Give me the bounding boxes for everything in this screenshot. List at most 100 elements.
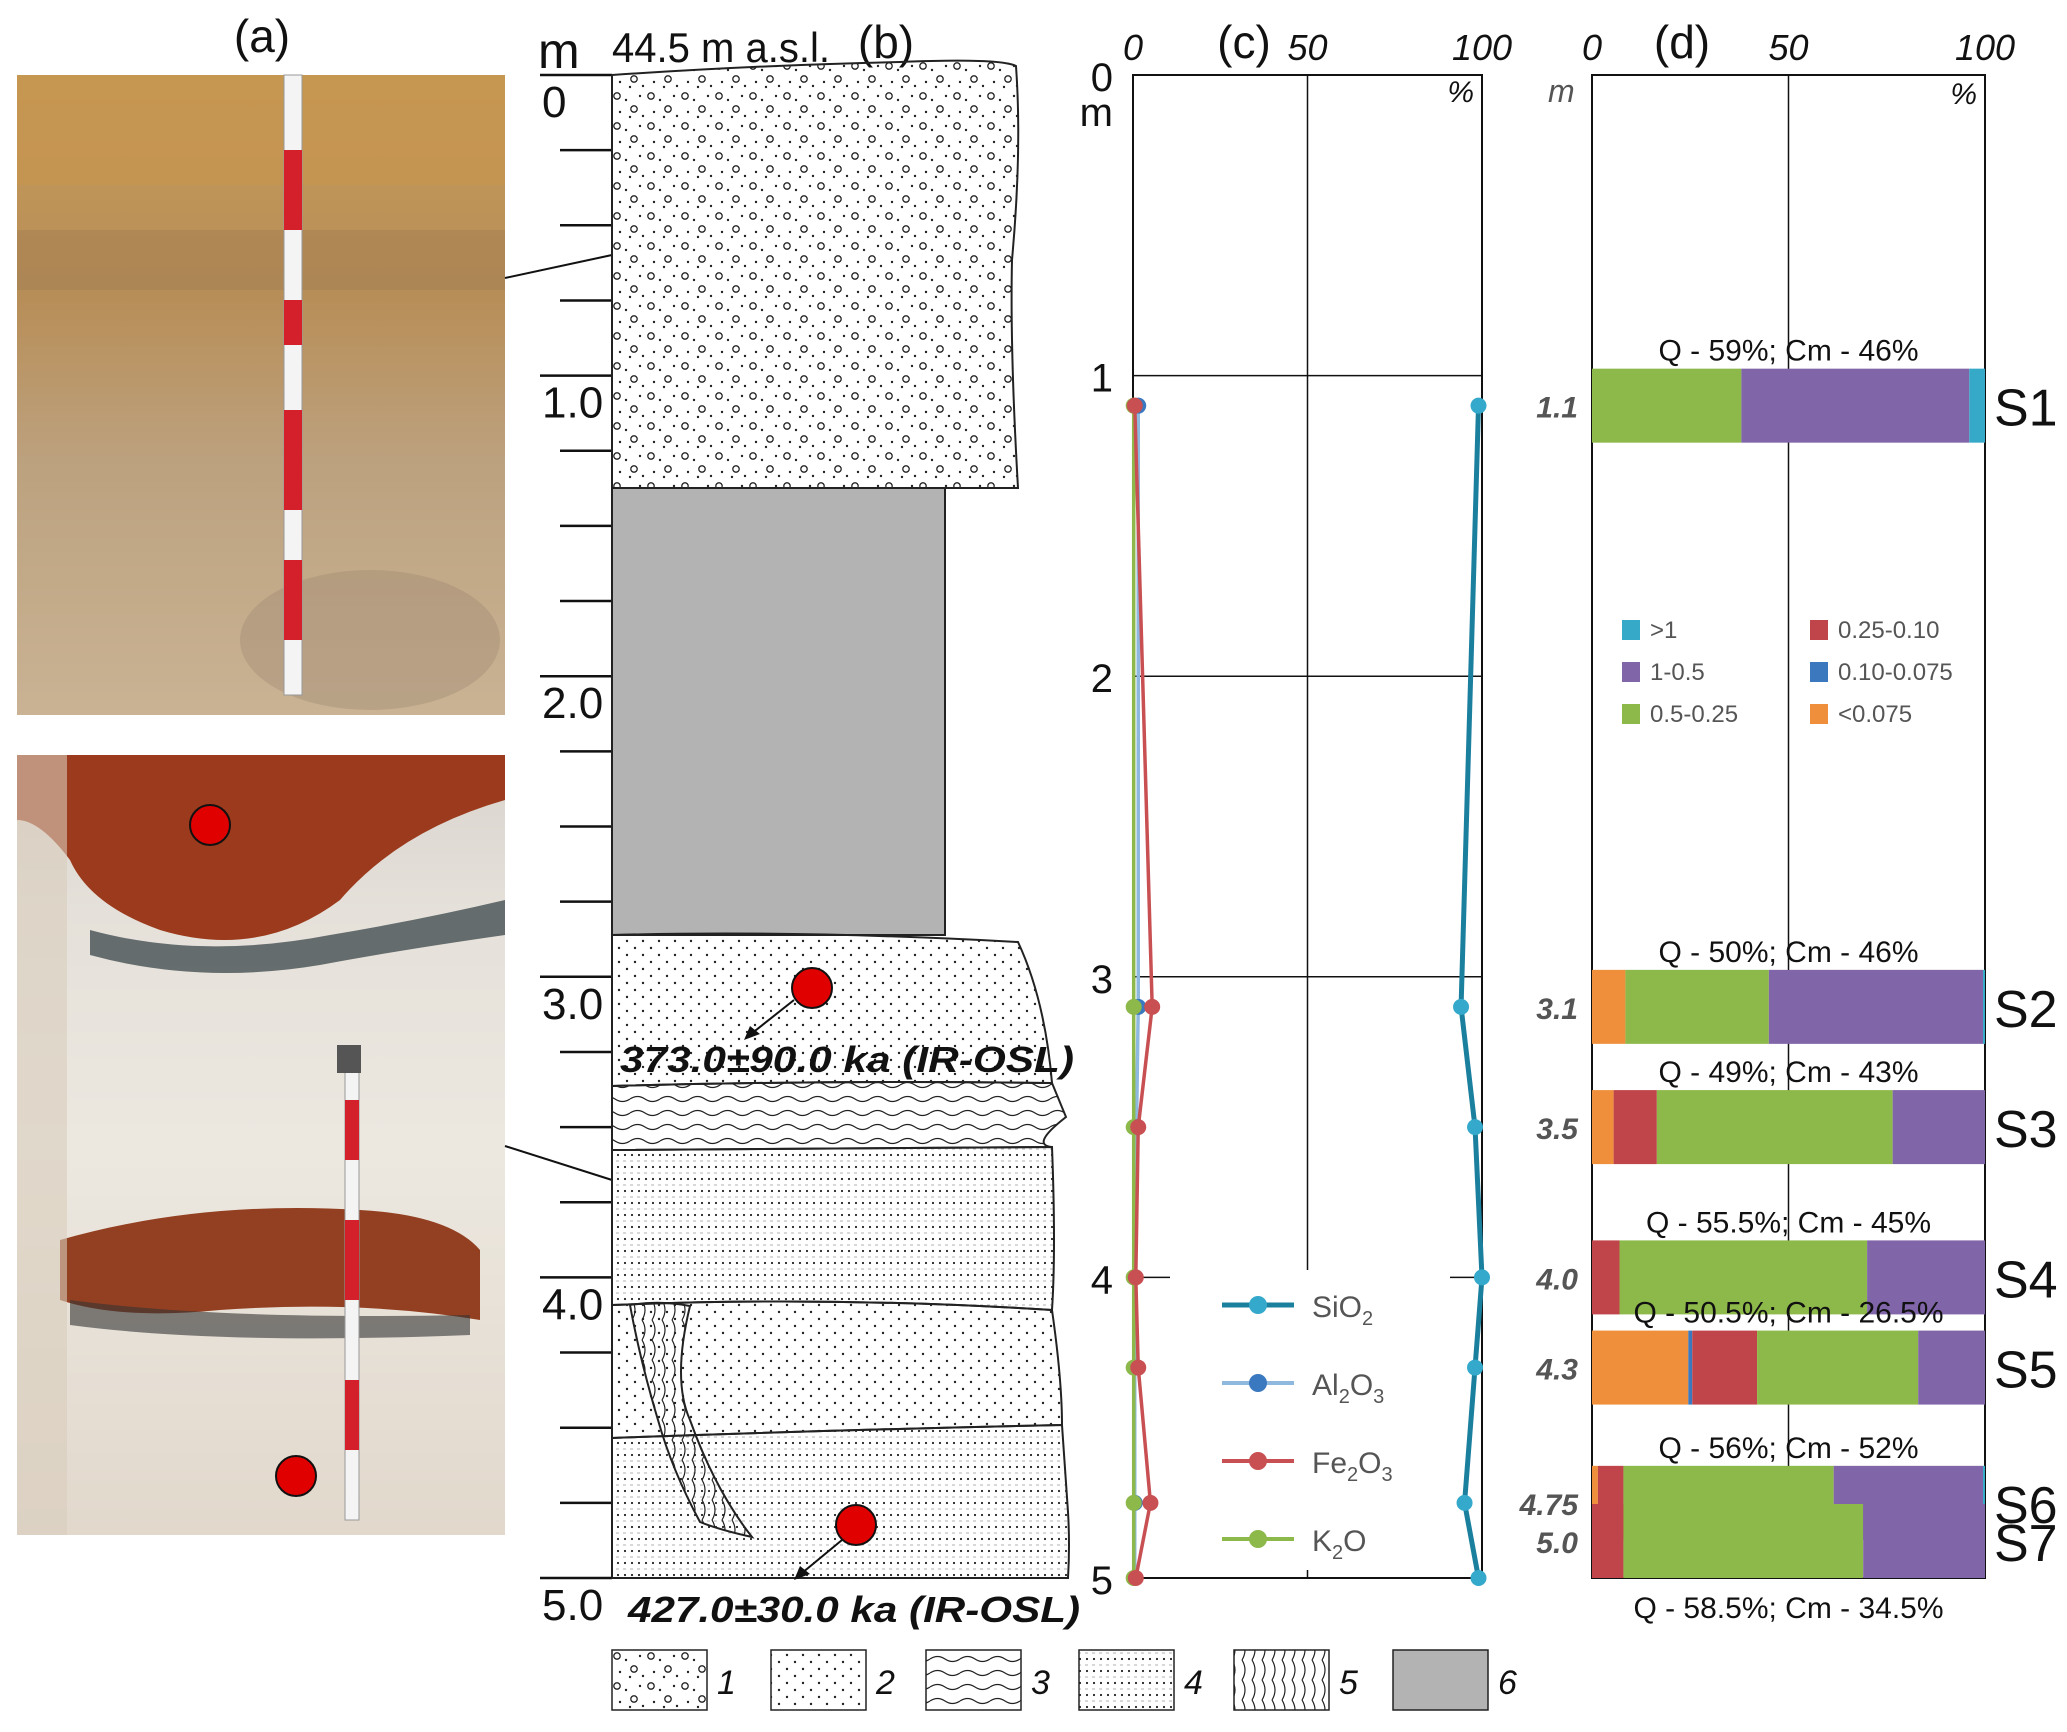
depth-tick-label: 3.0 (542, 980, 603, 1029)
x-unit-label: % (1950, 78, 1977, 111)
photo-lower (17, 755, 505, 1535)
data-point-k2o (1125, 1494, 1142, 1511)
y-tick-label: 5 (1091, 1559, 1113, 1603)
y-tick-label: 2 (1091, 657, 1113, 701)
sample-depth-label: 5.0 (1536, 1527, 1578, 1560)
legend-label-al2o3: Al2O3 (1312, 1369, 1384, 1408)
bar-segment-gs_05_025 (1625, 969, 1769, 1044)
sample-depth-label: 3.5 (1536, 1113, 1579, 1146)
bar-segment-gs_025_010 (1692, 1330, 1758, 1405)
data-point-fe2o3 (1130, 1119, 1147, 1136)
sample-annotation: Q - 50.5%; Cm - 26.5% (1633, 1297, 1943, 1330)
bar-segment-gs_1_05 (1768, 969, 1984, 1044)
elevation-label: 44.5 m a.s.l. (612, 24, 830, 71)
panel-label-b: (b) (858, 16, 914, 68)
y-tick-label: 0 (1091, 56, 1113, 100)
x-tick-label: 100 (1955, 27, 2015, 68)
chemistry-chart: 0 50 100% 0 1 2 3 4 5 m SiO2 Al2O3 Fe2O3 K2O (1080, 27, 1512, 1603)
legend-number-2: 2 (875, 1664, 895, 1702)
depth-tick-label: 2.0 (542, 679, 603, 728)
bar-segment-gs_05_025 (1592, 368, 1742, 443)
data-point-fe2o3 (1144, 998, 1161, 1015)
y-tick-label: 4 (1091, 1258, 1113, 1302)
legend-number-3: 3 (1031, 1664, 1050, 1702)
sample-id-label: S7 (1994, 1515, 2058, 1573)
y-tick-label: 3 (1091, 958, 1113, 1002)
osl-sample-lower (835, 1504, 877, 1546)
x-tick-label: 0 (1582, 27, 1602, 68)
sample-depth-label: 4.75 (1519, 1489, 1580, 1522)
bar-segment-gs_025_010 (1613, 1090, 1657, 1165)
grain-size-chart: 0 50 100% m 1.1 S1 Q - 59%; Cm - 46% 3.1 S2 Q - 5… (1519, 27, 2058, 1625)
connector-line (504, 254, 613, 279)
bar-segment-gs_05_025 (1619, 1240, 1868, 1315)
x-tick-label: 100 (1452, 27, 1512, 68)
bar-segment-gs_lt0075 (1592, 1330, 1689, 1405)
bar-segment-gs_1_05 (1892, 1090, 1985, 1165)
sample-depth-label: 3.1 (1536, 993, 1578, 1026)
depth-tick-label: 0 (542, 78, 566, 127)
depth-axis: 0 1.0 2.0 3.0 4.0 5.0 (540, 73, 613, 1630)
osl-sample-marker (275, 1455, 317, 1497)
data-point-fe2o3 (1126, 397, 1143, 414)
legend-marker-k2o (1249, 1530, 1267, 1548)
legend-label-fe2o3: Fe2O3 (1312, 1447, 1393, 1486)
legend-label-gs_lt0075: <0.075 (1838, 701, 1912, 728)
lithology-unit-3 (611, 1081, 1068, 1152)
data-point-k2o (1125, 998, 1142, 1015)
data-point-sio2 (1453, 998, 1470, 1015)
sample-annotation: Q - 50%; Cm - 46% (1658, 936, 1918, 969)
lithology-unit-4-lower (611, 1423, 1070, 1579)
y-tick-label: 1 (1091, 357, 1113, 401)
osl-date-lower: 427.0±30.0 ka (IR-OSL) (627, 1589, 1080, 1630)
sample-id-label: S3 (1994, 1101, 2058, 1159)
legend-marker-fe2o3 (1249, 1452, 1267, 1470)
bar-segment-gs_1_05 (1867, 1240, 1985, 1315)
bar-segment-gs_1_05 (1863, 1504, 1985, 1578)
sample-id-label: S5 (1994, 1342, 2058, 1400)
column-unit-label: m (538, 23, 580, 79)
legend-marker-al2o3 (1249, 1374, 1267, 1392)
legend-label-gs_025_010: 0.25-0.10 (1838, 617, 1939, 644)
y-unit-label: m (1548, 73, 1575, 109)
series-line-sio2 (1458, 405, 1485, 1579)
y-unit-label: m (1080, 91, 1113, 135)
bar-segment-gs_05_025 (1623, 1504, 1864, 1578)
data-point-fe2o3 (1142, 1494, 1159, 1511)
legend-label-gs_010_0075: 0.10-0.075 (1838, 659, 1953, 686)
sample-depth-label: 1.1 (1536, 392, 1578, 425)
x-tick-label: 0 (1123, 27, 1143, 68)
legend-number-5: 5 (1339, 1664, 1358, 1702)
data-point-sio2 (1467, 1119, 1484, 1136)
photo-upper (17, 74, 505, 715)
sample-depth-label: 4.3 (1535, 1354, 1578, 1387)
legend-label-k2o: K2O (1312, 1525, 1366, 1564)
bar-segment-gs_025_010 (1592, 1504, 1624, 1578)
chart-d-legend: >1 1-0.5 0.5-0.25 0.25-0.10 0.10-0.075 <0.075 (1622, 617, 1953, 728)
sample-id-label: S1 (1994, 380, 2058, 438)
bar-segment-gs_025_010 (1592, 1240, 1620, 1315)
panel-label-c: (c) (1217, 16, 1271, 68)
sample-annotation: Q - 49%; Cm - 43% (1658, 1056, 1918, 1089)
lithology-column (611, 59, 1070, 1580)
legend-marker-sio2 (1249, 1296, 1267, 1314)
lithology-unit-6 (611, 487, 946, 936)
data-point-sio2 (1456, 1494, 1473, 1511)
panel-label-a: (a) (234, 10, 290, 62)
data-point-fe2o3 (1130, 1359, 1147, 1376)
bar-segment-gs_05_025 (1656, 1090, 1893, 1165)
legend-swatch-gs_025_010 (1810, 620, 1828, 640)
depth-tick-label: 1.0 (542, 379, 603, 428)
bar-segment-gs_05_025 (1757, 1330, 1919, 1405)
x-tick-label: 50 (1287, 27, 1327, 68)
bar-segment-gs_010_0075 (1688, 1330, 1693, 1405)
legend-label-gs_gt1: >1 (1650, 617, 1677, 644)
sample-annotation: Q - 59%; Cm - 46% (1658, 335, 1918, 368)
lithology-unit-4 (611, 1145, 1055, 1312)
legend-swatch-gs_gt1 (1622, 620, 1640, 640)
sample-depth-label: 4.0 (1535, 1263, 1578, 1296)
x-tick-label: 50 (1768, 27, 1808, 68)
depth-tick-label: 4.0 (542, 1280, 603, 1329)
data-point-sio2 (1470, 397, 1487, 414)
